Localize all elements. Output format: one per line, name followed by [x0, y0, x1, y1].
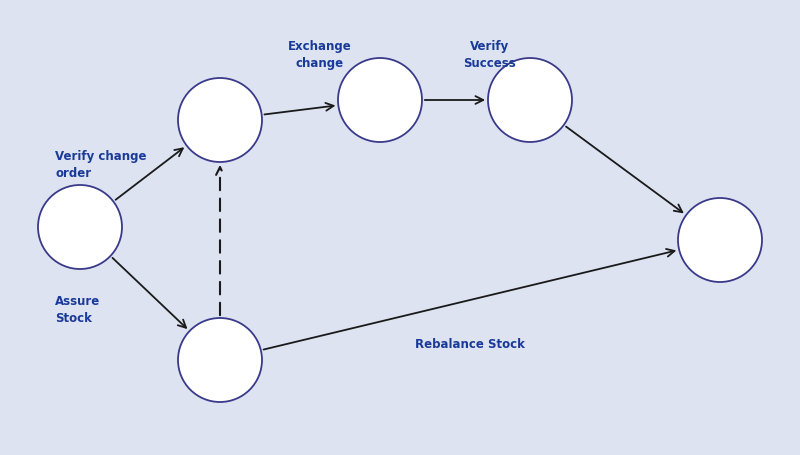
Text: Exchange
change: Exchange change [288, 40, 352, 70]
Text: Verify
Success: Verify Success [464, 40, 516, 70]
Ellipse shape [678, 198, 762, 282]
Ellipse shape [178, 318, 262, 402]
Text: Verify change
order: Verify change order [55, 150, 146, 180]
Text: Assure
Stock: Assure Stock [55, 295, 100, 325]
Ellipse shape [178, 78, 262, 162]
Text: Rebalance Stock: Rebalance Stock [415, 339, 525, 352]
Ellipse shape [338, 58, 422, 142]
Ellipse shape [488, 58, 572, 142]
Ellipse shape [38, 185, 122, 269]
